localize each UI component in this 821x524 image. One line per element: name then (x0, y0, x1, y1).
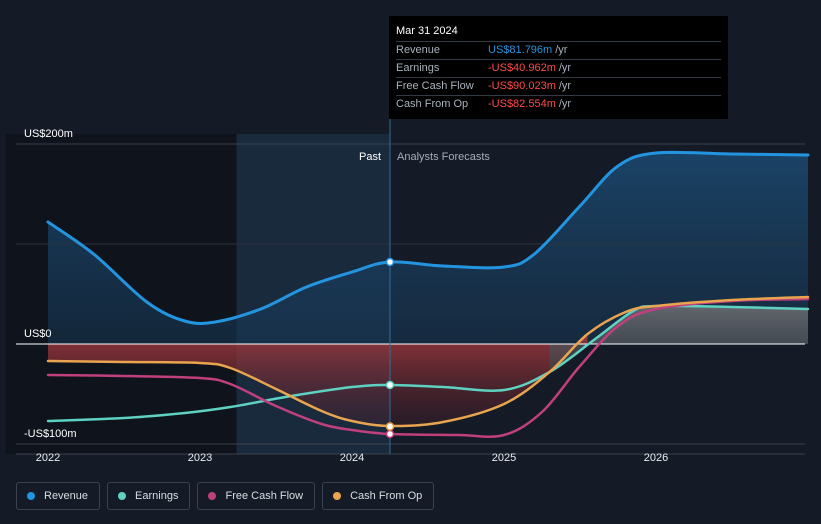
x-tick-label: 2026 (644, 452, 668, 464)
tooltip-value: -US$40.962m (488, 62, 556, 74)
tooltip-unit: /yr (558, 98, 572, 110)
region-label-past: Past (359, 151, 381, 163)
tooltip-unit: /yr (558, 80, 572, 92)
series-line-cfo (46, 295, 810, 428)
legend: Revenue Earnings Free Cash Flow Cash Fro… (16, 482, 435, 510)
legend-label: Earnings (135, 490, 179, 502)
tooltip-row-cash-from-op: Cash From Op -US$82.554m /yr (396, 95, 721, 113)
legend-dot-icon (333, 492, 342, 500)
x-tick-label: 2025 (492, 452, 516, 464)
data-point-fcf (385, 429, 395, 439)
tooltip-label: Revenue (396, 44, 441, 56)
tooltip-row-revenue: Revenue US$81.796m /yr (396, 41, 721, 59)
tooltip-value: -US$90.023m (488, 80, 556, 92)
legend-item-revenue[interactable]: Revenue (16, 482, 101, 510)
tooltip: Mar 31 2024 Revenue US$81.796m /yr Earni… (389, 16, 728, 119)
legend-label: Free Cash Flow (225, 490, 304, 502)
legend-item-cash-from-op[interactable]: Cash From Op (322, 482, 435, 510)
data-point-earnings (385, 380, 395, 390)
data-point-cfo (385, 422, 395, 431)
legend-dot-icon (208, 492, 217, 500)
legend-item-free-cash-flow[interactable]: Free Cash Flow (197, 482, 316, 510)
tooltip-unit: /yr (555, 44, 568, 56)
tooltip-value: -US$82.554m (488, 98, 556, 110)
tooltip-label: Earnings (396, 62, 440, 74)
tooltip-row-free-cash-flow: Free Cash Flow -US$90.023m /yr (396, 77, 721, 95)
legend-label: Revenue (44, 490, 89, 502)
tooltip-label: Free Cash Flow (396, 80, 474, 92)
y-tick-label: US$200m (24, 128, 73, 140)
revenue-area (48, 152, 808, 344)
y-tick-label: -US$100m (24, 428, 77, 440)
tooltip-row-earnings: Earnings -US$40.962m /yr (396, 59, 721, 77)
legend-dot-icon (118, 492, 127, 500)
tooltip-label: Cash From Op (396, 98, 469, 110)
loss-area (48, 334, 588, 427)
series-line-fcf (46, 297, 810, 438)
x-tick-label: 2023 (188, 452, 212, 464)
tooltip-date: Mar 31 2024 (396, 25, 458, 37)
tooltip-value: US$81.796m (488, 44, 553, 56)
legend-item-earnings[interactable]: Earnings (107, 482, 191, 510)
legend-label: Cash From Op (350, 490, 423, 502)
data-point-revenue (385, 257, 395, 267)
tooltip-unit: /yr (558, 62, 572, 74)
x-tick-label: 2022 (36, 452, 60, 464)
region-label-forecast: Analysts Forecasts (397, 151, 490, 163)
legend-dot-icon (27, 492, 35, 500)
profit-area (549, 305, 808, 372)
x-tick-label: 2024 (340, 452, 364, 464)
y-tick-label: US$0 (24, 328, 52, 340)
